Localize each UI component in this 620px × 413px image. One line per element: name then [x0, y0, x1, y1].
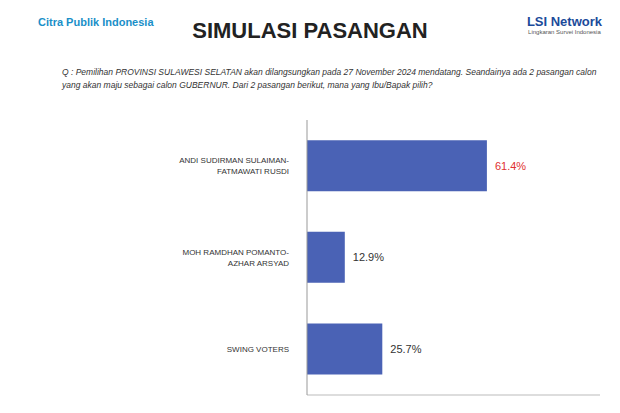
svg-text:FATMAWATI RUSDI: FATMAWATI RUSDI	[217, 167, 289, 176]
svg-text:MOH RAMDHAN POMANTO-: MOH RAMDHAN POMANTO-	[182, 248, 289, 257]
html-text:Citra Publik Indonesia: Citra Publik Indonesia	[38, 16, 154, 28]
svg-text:12.9%: 12.9%	[353, 251, 384, 263]
html-text:Lingkaran Survei Indonesia: Lingkaran Survei Indonesia	[528, 29, 601, 35]
svg-text:SWING VOTERS: SWING VOTERS	[227, 345, 289, 354]
html-text:Q : Pemilihan PROVINSI SULAWES: Q : Pemilihan PROVINSI SULAWESI SELATAN …	[62, 67, 597, 90]
svg-text:ANDI SUDIRMAN SULAIMAN-: ANDI SUDIRMAN SULAIMAN-	[179, 156, 289, 165]
svg-text:25.7%: 25.7%	[390, 343, 421, 355]
html-text:SIMULASI PASANGAN: SIMULASI PASANGAN	[192, 18, 428, 43]
html-text:LSI Network: LSI Network	[526, 14, 602, 29]
svg-text:61.4%: 61.4%	[495, 160, 526, 172]
svg-text:AZHAR ARSYAD: AZHAR ARSYAD	[228, 259, 289, 268]
